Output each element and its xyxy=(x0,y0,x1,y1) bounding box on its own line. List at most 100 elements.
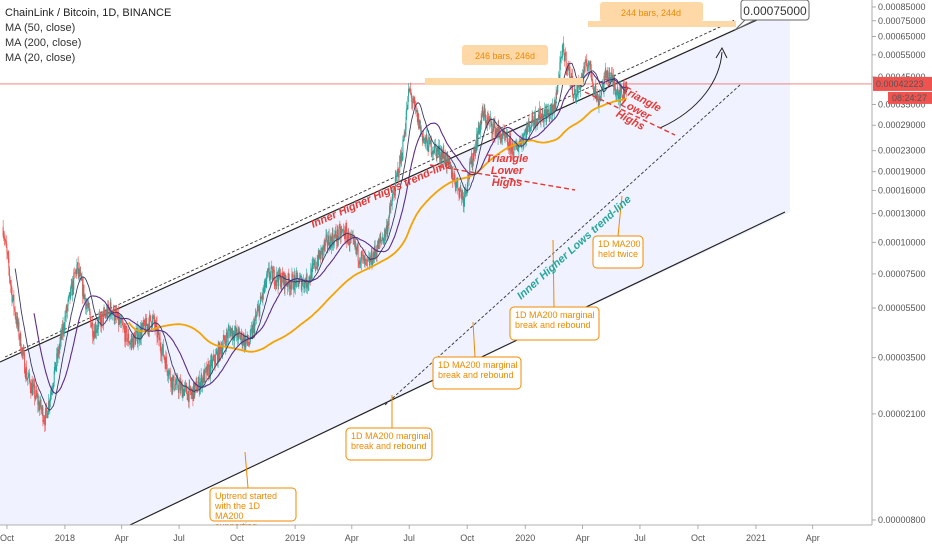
time-tick-label[interactable]: Apr xyxy=(345,533,359,543)
candle-body xyxy=(54,362,56,371)
time-tick-label[interactable]: Apr xyxy=(806,533,820,543)
symbol-title[interactable]: ChainLink / Bitcoin, 1D, BINANCE xyxy=(5,7,172,19)
price-tick-label[interactable]: 0.00029000 xyxy=(878,120,926,130)
time-tick-label[interactable]: Jul xyxy=(173,533,185,543)
price-tick-label[interactable]: 0.00007500 xyxy=(878,269,926,279)
price-tick-label[interactable]: 0.00055000 xyxy=(878,50,926,60)
candle-body xyxy=(516,144,518,150)
countdown-label[interactable]: 08:24:27 xyxy=(892,93,927,103)
bars-label-1-text[interactable]: 246 bars, 246d xyxy=(475,51,535,61)
price-tick-label[interactable]: 0.00003500 xyxy=(878,353,926,363)
candle-body xyxy=(532,113,534,122)
candle-body xyxy=(202,378,204,383)
candle-body xyxy=(230,330,232,337)
time-tick-label[interactable]: Jul xyxy=(403,533,415,543)
price-tick-label[interactable]: 0.00023000 xyxy=(878,146,926,156)
candle-body xyxy=(362,255,364,256)
price-tick-label[interactable]: 0.00065000 xyxy=(878,31,926,41)
annot-break1-text[interactable]: 1D MA200 marginal break and rebound xyxy=(351,431,431,451)
annot-held-text[interactable]: 1D MA200 held twice xyxy=(598,239,641,259)
target-callout-text[interactable]: 0.00075000 xyxy=(743,4,807,18)
time-tick-label[interactable]: 2021 xyxy=(746,533,766,543)
candle-body xyxy=(234,327,236,333)
triangle-label-1-line: Highs xyxy=(492,177,523,189)
candle-body xyxy=(453,173,455,180)
price-tick-label[interactable]: 0.00085000 xyxy=(878,2,926,12)
candle-body xyxy=(227,335,229,339)
candle-body xyxy=(401,159,403,161)
candle-body xyxy=(269,273,271,279)
candle-body xyxy=(616,89,618,92)
candle-body xyxy=(165,356,167,369)
candle-body xyxy=(321,247,323,256)
candle-body xyxy=(560,58,562,63)
price-tick-label[interactable]: 0.00019000 xyxy=(878,167,926,177)
triangle-label-2[interactable]: TriangleLowerHighs xyxy=(609,84,664,136)
price-tick-label[interactable]: 0.00010000 xyxy=(878,237,926,247)
candle-body xyxy=(123,327,125,330)
candle-body xyxy=(500,137,502,143)
price-tick-label[interactable]: 0.00000800 xyxy=(878,515,926,525)
candle-body xyxy=(13,294,15,309)
candle-body xyxy=(444,156,446,164)
price-tick-label[interactable]: 0.00002100 xyxy=(878,409,926,419)
price-tick-label[interactable]: 0.00035000 xyxy=(878,100,926,110)
annot-break2-text[interactable]: 1D MA200 marginal break and rebound xyxy=(438,360,518,380)
price-tick-label[interactable]: 0.00045000 xyxy=(878,72,926,82)
candle-body xyxy=(83,284,85,300)
price-tick-label[interactable]: 0.00016000 xyxy=(878,186,926,196)
indicator-ma50[interactable]: MA (50, close) xyxy=(5,22,76,34)
candle-body xyxy=(405,117,407,130)
time-tick-label[interactable]: Apr xyxy=(115,533,129,543)
triangle-label-1[interactable]: Triangle Lower Highs xyxy=(486,153,529,189)
indicator-ma20[interactable]: MA (20, close) xyxy=(5,52,76,64)
candle-body xyxy=(99,314,101,318)
candle-body xyxy=(140,327,142,338)
candle-body xyxy=(128,333,130,344)
candle-body xyxy=(29,373,31,381)
time-tick-label[interactable]: Oct xyxy=(691,533,706,543)
time-tick-label[interactable]: 2018 xyxy=(55,533,75,543)
bars-label-2-text[interactable]: 244 bars, 244d xyxy=(621,8,681,18)
time-tick-label[interactable]: Oct xyxy=(230,533,245,543)
time-tick-label[interactable]: Oct xyxy=(0,533,14,543)
time-tick-label[interactable]: 2020 xyxy=(515,533,535,543)
candle-body xyxy=(413,97,415,101)
time-tick-label[interactable]: Apr xyxy=(576,533,590,543)
indicator-ma200[interactable]: MA (200, close) xyxy=(5,37,82,49)
candle-body xyxy=(308,276,310,285)
candle-body xyxy=(411,102,413,103)
candle-body xyxy=(589,63,591,65)
time-tick-label[interactable]: 2019 xyxy=(285,533,305,543)
time-tick-label[interactable]: Oct xyxy=(460,533,475,543)
candle-body xyxy=(445,154,447,165)
candle-body xyxy=(229,330,231,337)
candle-body xyxy=(360,252,362,263)
candle-body xyxy=(126,327,128,342)
candle-body xyxy=(133,333,135,349)
price-tick-label[interactable]: 0.00013000 xyxy=(878,208,926,218)
candle-body xyxy=(531,113,533,127)
candle-body xyxy=(404,129,406,135)
current-price-label[interactable]: 0.00042223 xyxy=(876,79,924,89)
price-tick-label[interactable]: 0.00005500 xyxy=(878,303,926,313)
candle-body xyxy=(402,139,404,160)
candle-body xyxy=(201,378,203,389)
candle-body xyxy=(195,381,197,383)
candle-body xyxy=(341,230,343,232)
candle-body xyxy=(162,344,164,349)
candle-body xyxy=(462,193,464,197)
time-tick-label[interactable]: Jul xyxy=(634,533,646,543)
candle-body xyxy=(593,88,595,93)
candle-body xyxy=(350,235,352,239)
candle-body xyxy=(457,177,459,189)
candle-body xyxy=(381,240,383,241)
annot-break3-text[interactable]: 1D MA200 marginal break and rebound xyxy=(515,310,595,330)
candle-body xyxy=(252,322,254,326)
candle-body xyxy=(420,126,422,130)
projection-arrow-head xyxy=(715,46,728,59)
price-tick-label[interactable]: 0.00075000 xyxy=(878,16,926,26)
candle-body xyxy=(429,138,431,145)
